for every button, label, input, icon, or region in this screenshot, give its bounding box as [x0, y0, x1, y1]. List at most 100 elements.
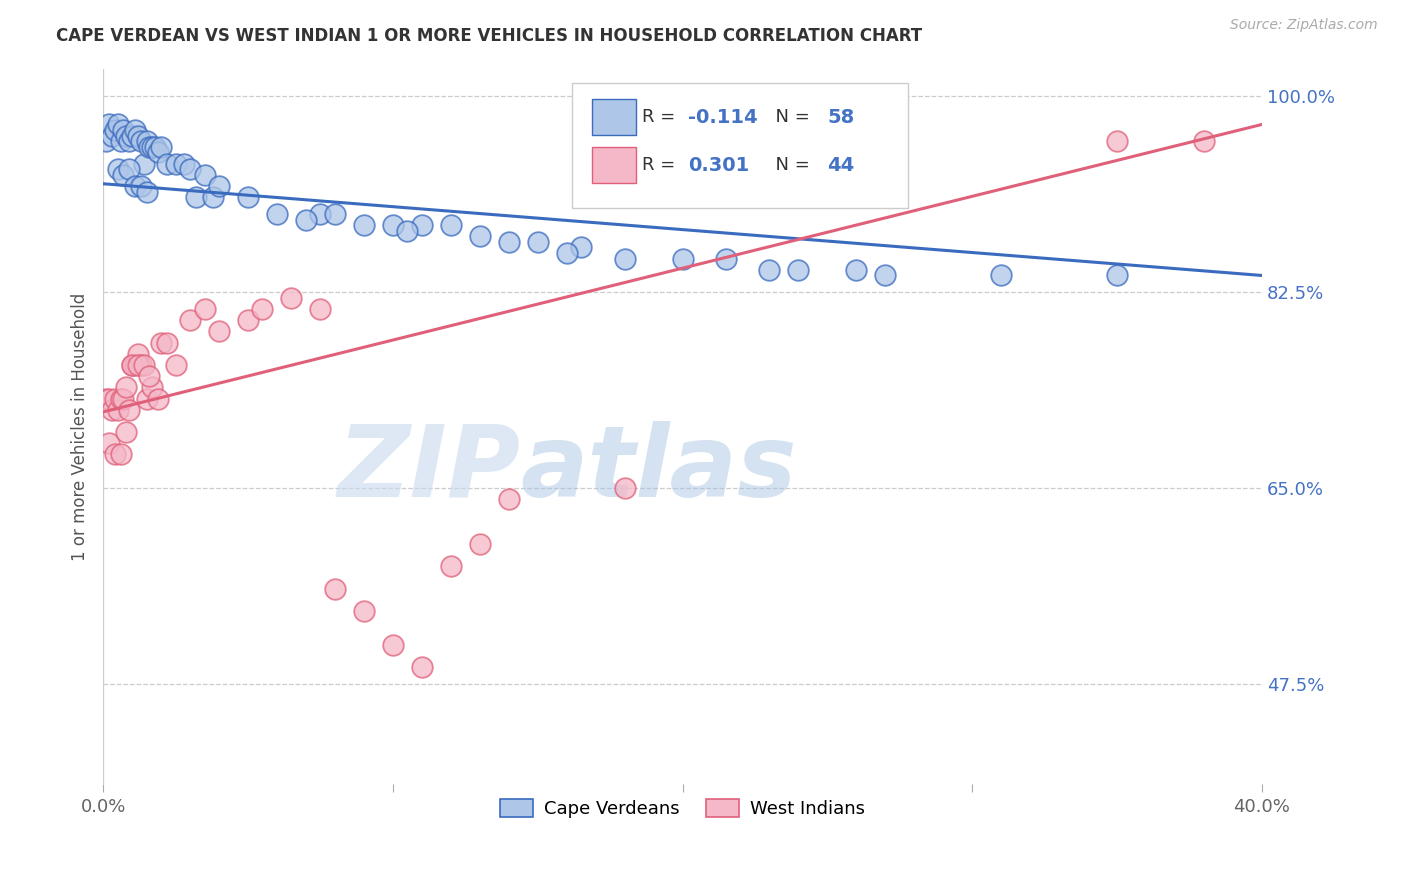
Text: 58: 58 [827, 108, 855, 127]
Text: 44: 44 [827, 156, 855, 175]
Point [127, 358, 149, 372]
Point [498, 235, 520, 249]
Point [138, 140, 160, 154]
Point [135, 392, 157, 406]
Point [156, 156, 179, 170]
Point [1105, 134, 1128, 148]
Point [156, 335, 179, 350]
Point [236, 190, 259, 204]
Text: R =: R = [643, 108, 681, 126]
FancyBboxPatch shape [572, 83, 908, 208]
Text: CAPE VERDEAN VS WEST INDIAN 1 OR MORE VEHICLES IN HOUSEHOLD CORRELATION CHART: CAPE VERDEAN VS WEST INDIAN 1 OR MORE VE… [56, 27, 922, 45]
Point [381, 218, 404, 232]
Text: 0.301: 0.301 [689, 156, 749, 175]
Point [97, 436, 120, 450]
Point [323, 582, 346, 596]
FancyBboxPatch shape [592, 147, 636, 183]
Point [115, 128, 138, 143]
Point [1105, 268, 1128, 283]
Point [129, 358, 152, 372]
FancyBboxPatch shape [592, 99, 636, 135]
Point [107, 402, 129, 417]
Point [208, 178, 231, 193]
Point [990, 268, 1012, 283]
Point [179, 313, 201, 327]
Point [280, 291, 302, 305]
Point [613, 252, 636, 266]
Point [141, 140, 163, 154]
Point [555, 246, 578, 260]
Point [138, 369, 160, 384]
Point [150, 140, 173, 154]
Point [252, 301, 274, 316]
Point [124, 178, 146, 193]
Point [118, 134, 141, 148]
Point [127, 128, 149, 143]
Point [121, 358, 143, 372]
Point [112, 168, 135, 182]
Point [353, 604, 375, 618]
Point [468, 229, 491, 244]
Point [1192, 134, 1215, 148]
Point [411, 218, 433, 232]
Point [236, 313, 259, 327]
Point [758, 263, 780, 277]
Point [129, 134, 152, 148]
Point [266, 207, 288, 221]
Text: N =: N = [763, 156, 815, 174]
Point [526, 235, 548, 249]
Point [498, 492, 520, 507]
Point [115, 425, 138, 439]
Point [569, 240, 592, 254]
Point [104, 123, 127, 137]
Text: R =: R = [643, 156, 681, 174]
Point [141, 380, 163, 394]
Point [193, 301, 215, 316]
Point [107, 162, 129, 177]
Point [381, 638, 404, 652]
Point [146, 145, 169, 160]
Point [97, 118, 120, 132]
Point [440, 218, 463, 232]
Point [671, 252, 693, 266]
Point [135, 134, 157, 148]
Point [165, 358, 187, 372]
Text: N =: N = [763, 108, 815, 126]
Point [121, 128, 143, 143]
Text: atlas: atlas [520, 421, 797, 518]
Point [110, 392, 132, 406]
Point [208, 325, 231, 339]
Point [323, 207, 346, 221]
Point [184, 190, 207, 204]
Point [104, 392, 127, 406]
Point [309, 207, 332, 221]
Point [179, 162, 201, 177]
Point [193, 168, 215, 182]
Point [845, 263, 868, 277]
Point [107, 118, 129, 132]
Point [411, 660, 433, 674]
Point [104, 447, 127, 461]
Point [97, 392, 120, 406]
Text: -0.114: -0.114 [689, 108, 758, 127]
Point [714, 252, 737, 266]
Point [202, 190, 225, 204]
Point [468, 537, 491, 551]
Y-axis label: 1 or more Vehicles in Household: 1 or more Vehicles in Household [72, 293, 89, 560]
Text: ZIP: ZIP [337, 421, 520, 518]
Point [121, 358, 143, 372]
Point [309, 301, 332, 316]
Point [115, 380, 138, 394]
Text: Source: ZipAtlas.com: Source: ZipAtlas.com [1230, 18, 1378, 32]
Point [150, 335, 173, 350]
Point [135, 185, 157, 199]
Point [118, 162, 141, 177]
Point [112, 392, 135, 406]
Point [396, 224, 419, 238]
Point [787, 263, 810, 277]
Point [118, 402, 141, 417]
Point [101, 128, 124, 143]
Point [101, 402, 124, 417]
Legend: Cape Verdeans, West Indians: Cape Verdeans, West Indians [494, 792, 872, 825]
Point [110, 447, 132, 461]
